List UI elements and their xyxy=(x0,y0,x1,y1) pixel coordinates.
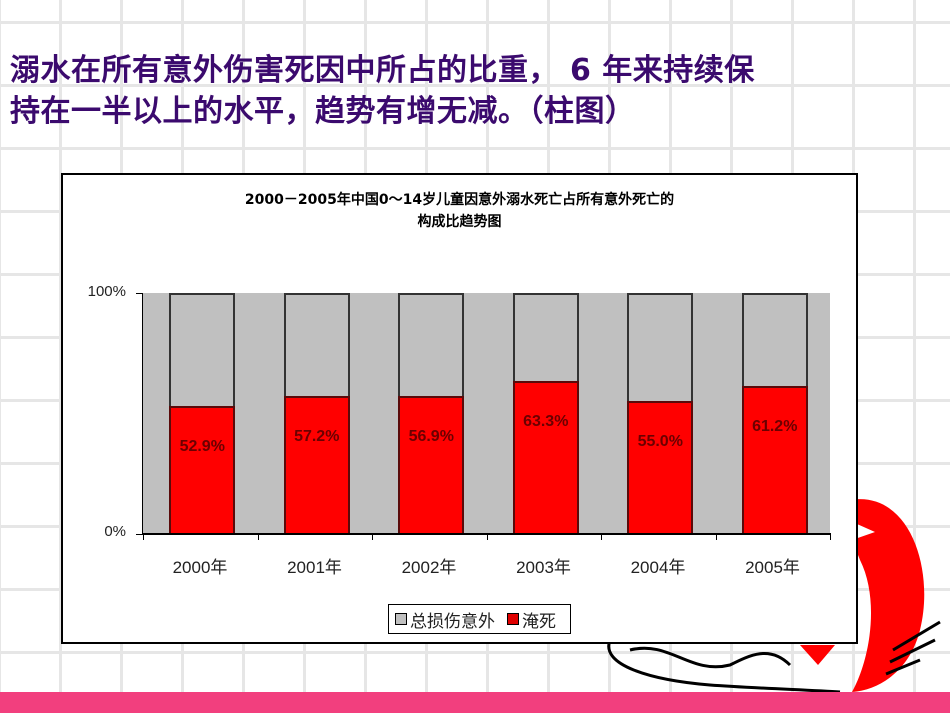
xtick xyxy=(372,533,373,540)
xtick-label: 2000年 xyxy=(172,558,228,577)
bar-segment-drowning: 52.9% xyxy=(169,406,236,533)
bar-data-label: 52.9% xyxy=(179,438,225,456)
plot-area: 52.9% 57.2% 56.9% 63.3% 55.0% 61.2% xyxy=(143,293,830,533)
chart-legend: 总损伤意外 淹死 xyxy=(388,604,571,634)
bar-data-label: 55.0% xyxy=(637,433,683,450)
legend-label-drowning: 淹死 xyxy=(522,611,556,632)
bar-stack: 56.9% xyxy=(398,293,465,533)
xtick xyxy=(830,533,831,540)
bar-data-label: 61.2% xyxy=(752,418,798,436)
chart-title-line-2: 构成比趋势图 xyxy=(417,214,502,230)
chart-title-line-1: 2000－2005年中国0～14岁儿童因意外溺水死亡占所有意外死亡的 xyxy=(244,192,675,208)
y-axis xyxy=(142,293,143,535)
legend-swatch-gray-icon xyxy=(395,613,407,625)
xtick xyxy=(715,533,717,540)
xtick-label: 2005年 xyxy=(745,558,800,577)
bar-stack: 61.2% xyxy=(741,293,808,533)
xtick xyxy=(601,533,602,540)
bar-segment-drowning: 57.2% xyxy=(283,395,350,533)
ytick-100 xyxy=(136,293,143,294)
footer-accent-bar xyxy=(0,692,950,713)
headline-line-1: 溺水在所有意外伤害死因中所占的比重， 6 年来持续保 xyxy=(10,53,755,88)
bar-data-label: 57.2% xyxy=(294,427,340,445)
bar-stack: 52.9% xyxy=(169,293,236,533)
bar-segment-drowning: 61.2% xyxy=(741,386,808,533)
xtick xyxy=(486,533,488,540)
chart-title: 2000－2005年中国0～14岁儿童因意外溺水死亡占所有意外死亡的 构成比趋势… xyxy=(63,189,856,233)
ytick-label-100: 100% xyxy=(87,283,126,300)
bar-segment-drowning: 55.0% xyxy=(627,401,694,533)
legend-label-total: 总损伤意外 xyxy=(410,611,495,632)
xtick xyxy=(143,533,144,540)
bar-stack: 55.0% xyxy=(627,293,694,533)
legend-item-drowning: 淹死 xyxy=(507,607,556,632)
chart-container: 2000－2005年中国0～14岁儿童因意外溺水死亡占所有意外死亡的 构成比趋势… xyxy=(61,173,858,644)
legend-item-total: 总损伤意外 xyxy=(395,607,495,632)
xtick-label: 2003年 xyxy=(516,558,571,577)
bar-data-label: 63.3% xyxy=(523,413,569,431)
xtick xyxy=(257,533,259,540)
xtick-label: 2002年 xyxy=(401,558,457,577)
ytick-label-0: 0% xyxy=(104,523,126,540)
bar-segment-drowning: 63.3% xyxy=(512,381,579,533)
bar-data-label: 56.9% xyxy=(408,428,454,446)
bar-stack: 57.2% xyxy=(283,293,350,533)
slide-headline: 溺水在所有意外伤害死因中所占的比重， 6 年来持续保 持在一半以上的水平，趋势有… xyxy=(10,50,870,132)
headline-line-2: 持在一半以上的水平，趋势有增无减。（柱图） xyxy=(10,94,636,129)
bar-segment-drowning: 56.9% xyxy=(398,396,465,533)
xtick-label: 2004年 xyxy=(630,558,686,577)
xtick-label: 2001年 xyxy=(287,558,342,577)
legend-swatch-red-icon xyxy=(507,613,519,625)
bar-stack: 63.3% xyxy=(512,293,579,533)
ytick-0 xyxy=(136,534,143,535)
